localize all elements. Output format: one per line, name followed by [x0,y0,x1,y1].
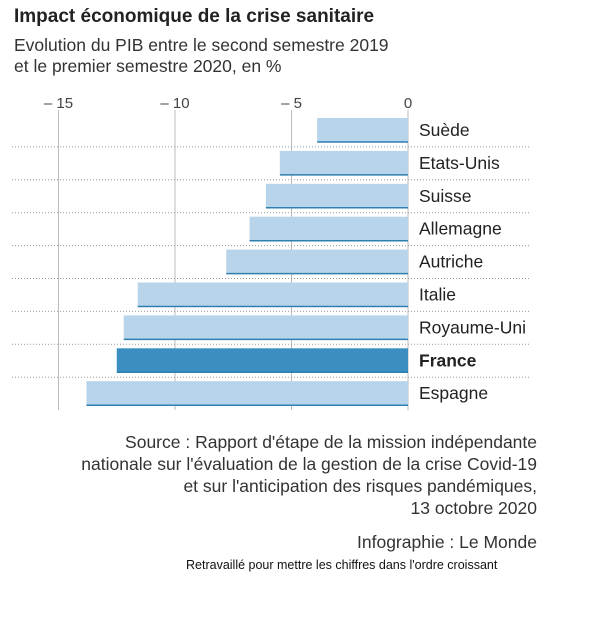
subtitle-line-2: et le premier semestre 2020, en % [14,56,282,76]
source-note: Source : Rapport d'étape de la mission i… [17,431,537,519]
x-tick-label-0: – 15 [44,95,73,112]
category-label-0: Suède [419,120,470,140]
category-label-2: Suisse [419,186,472,206]
bar-0 [317,118,408,142]
bar-2 [265,183,408,208]
bar-8 [86,381,409,406]
bar-4 [226,249,408,274]
subtitle-line-1: Evolution du PIB entre le second semestr… [14,35,389,55]
gdp-bar-chart: – 15 – 10 – 5 0 Suède Etats-Unis Suisse Allemag… [12,95,530,410]
source-line-2: nationale sur l'évaluation de la gestion… [81,454,537,474]
category-label-7: France [419,350,477,370]
bar-6 [123,315,409,340]
source-line-4: 13 octobre 2020 [410,498,538,518]
category-label-1: Etats-Unis [419,153,500,173]
chart-subtitle: Evolution du PIB entre le second semestr… [14,35,574,77]
bar-1 [279,150,408,175]
source-line-3: et sur l'anticipation des risques pandém… [183,476,537,496]
source-line-1: Source : Rapport d'étape de la mission i… [125,432,537,452]
chart-title: Impact économique de la crise sanitaire [14,6,375,27]
category-label-8: Espagne [419,383,488,403]
category-label-4: Autriche [419,252,483,272]
category-label-3: Allemagne [419,219,502,239]
infographic-credit: Infographie : Le Monde [357,532,537,552]
category-label-6: Royaume-Uni [419,317,526,337]
x-tick-label-3: 0 [404,95,412,112]
category-label-5: Italie [419,285,456,305]
bar-7 [116,348,408,373]
bar-3 [249,216,408,241]
x-tick-label-1: – 10 [160,95,189,112]
x-tick-label-2: – 5 [281,95,302,112]
bar-5 [137,282,408,307]
rework-note: Retravaillé pour mettre les chiffres dan… [186,558,498,572]
